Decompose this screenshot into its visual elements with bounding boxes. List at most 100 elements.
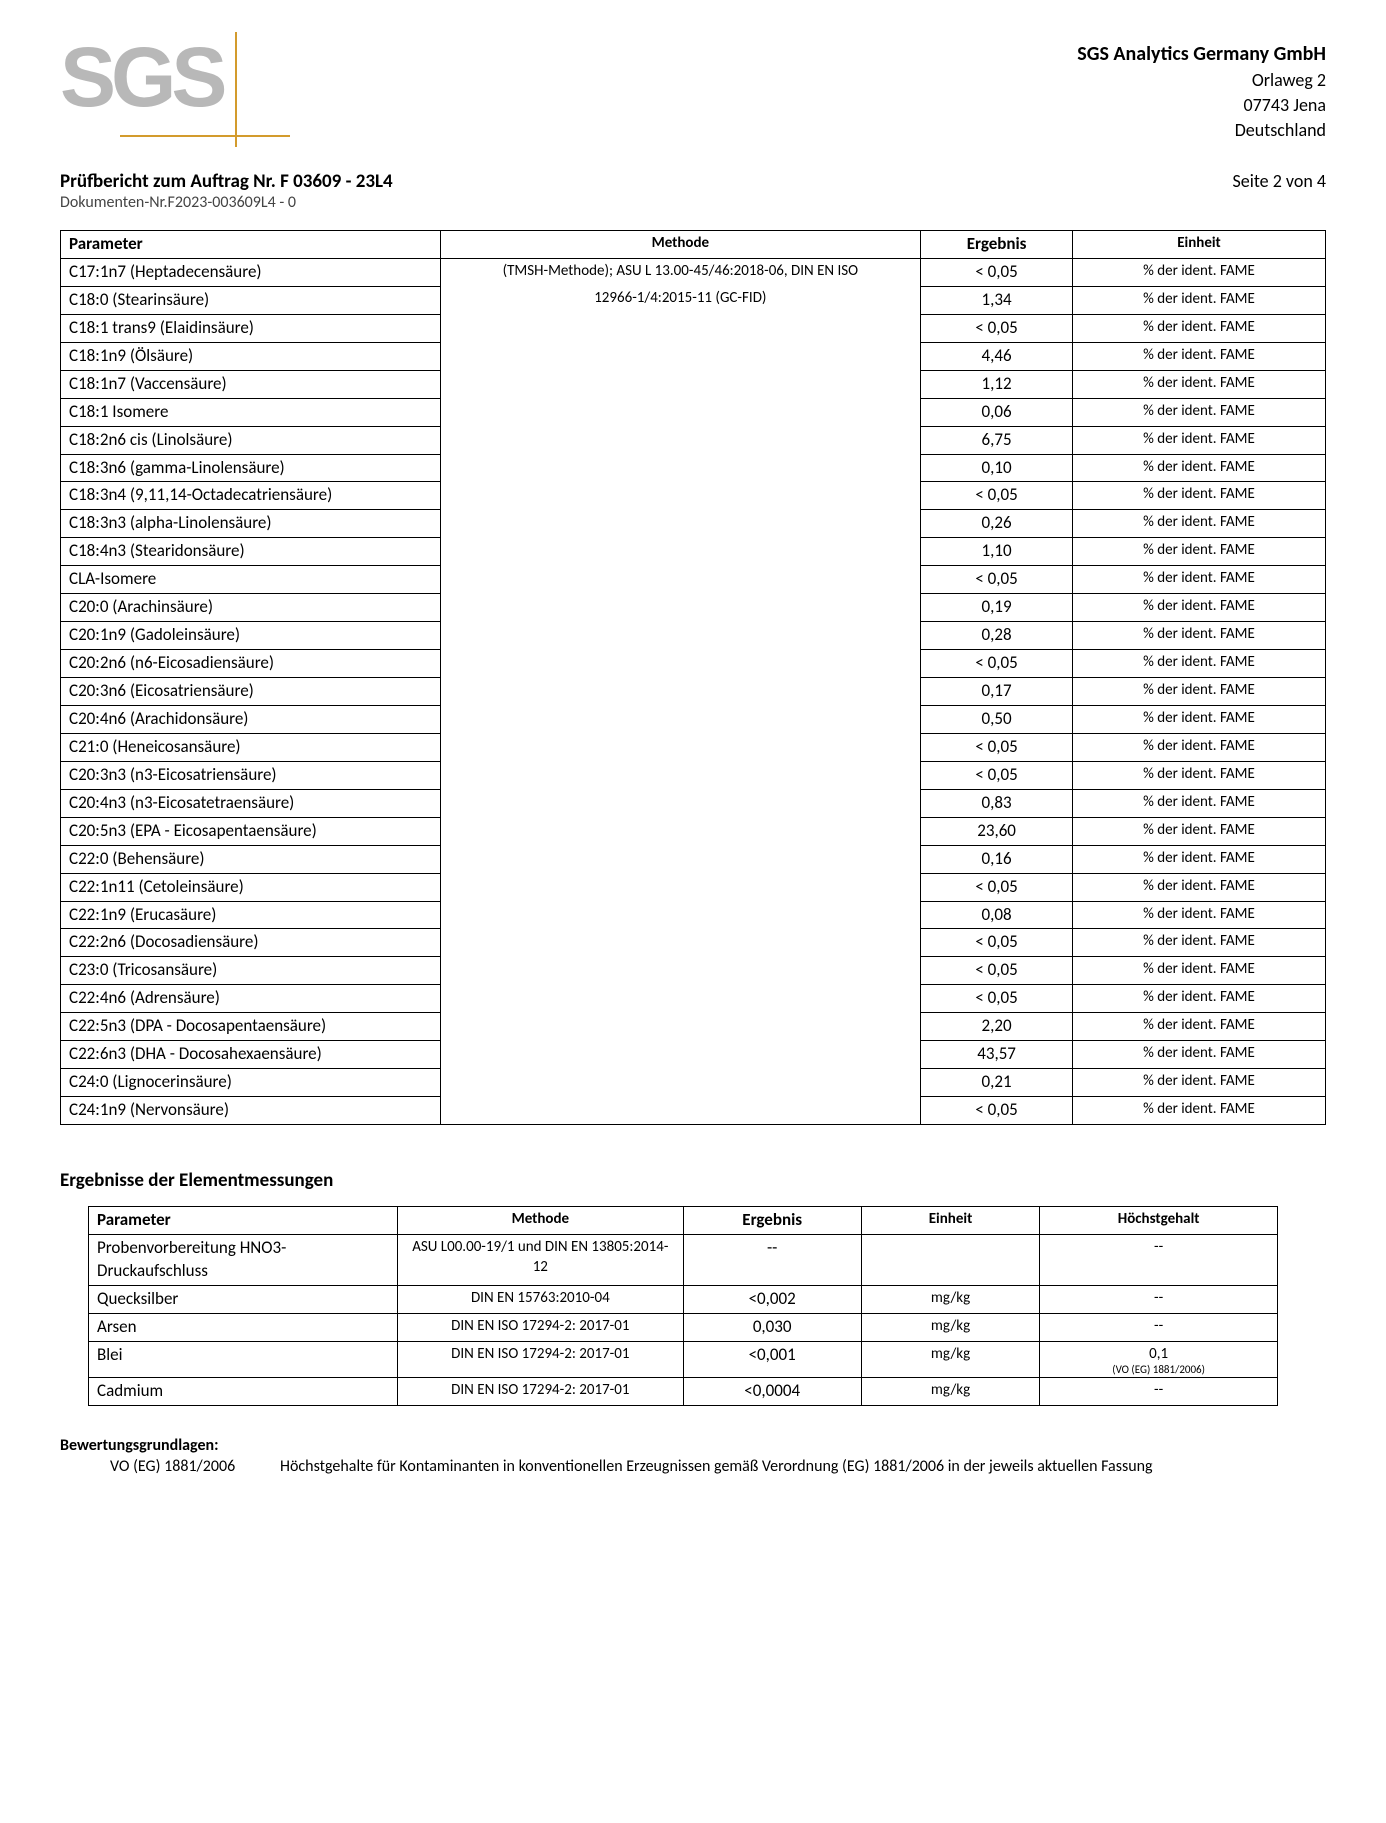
table-row: C24:1n9 (Nervonsäure) < 0,05% der ident.… (61, 1097, 1326, 1125)
table-row: C18:3n3 (alpha-Linolensäure) 0,26% der i… (61, 510, 1326, 538)
col-ergebnis: Ergebnis (921, 231, 1073, 259)
cell-methode (440, 314, 921, 342)
cell-hoechstgehalt: -- (1040, 1313, 1278, 1341)
cell-ergebnis: 0,10 (921, 454, 1073, 482)
cell-einheit: % der ident. FAME (1072, 426, 1325, 454)
table-row: C18:0 (Stearinsäure)12966-1/4:2015-11 (G… (61, 286, 1326, 314)
table-row: C22:1n11 (Cetoleinsäure) < 0,05% der ide… (61, 873, 1326, 901)
cell-parameter: CLA-Isomere (61, 566, 441, 594)
logo-text: SGS (60, 40, 280, 116)
cell-parameter: C22:4n6 (Adrensäure) (61, 985, 441, 1013)
cell-methode (440, 650, 921, 678)
cell-methode: 12966-1/4:2015-11 (GC-FID) (440, 286, 921, 314)
cell-methode: DIN EN ISO 17294-2: 2017-01 (398, 1341, 683, 1377)
cell-hoechstgehalt: -- (1040, 1285, 1278, 1313)
cell-einheit: % der ident. FAME (1072, 650, 1325, 678)
cell-einheit: % der ident. FAME (1072, 845, 1325, 873)
subheader: Prüfbericht zum Auftrag Nr. F 03609 - 23… (60, 170, 1326, 212)
cell-ergebnis: 4,46 (921, 342, 1073, 370)
cell-ergebnis: <0,0004 (683, 1377, 861, 1405)
cell-einheit: % der ident. FAME (1072, 482, 1325, 510)
table-row: C18:3n6 (gamma-Linolensäure) 0,10% der i… (61, 454, 1326, 482)
col-ergebnis: Ergebnis (683, 1207, 861, 1235)
cell-hoechstgehalt: -- (1040, 1377, 1278, 1405)
cell-parameter: C18:3n6 (gamma-Linolensäure) (61, 454, 441, 482)
cell-methode: DIN EN ISO 17294-2: 2017-01 (398, 1377, 683, 1405)
table-row: C20:1n9 (Gadoleinsäure) 0,28% der ident.… (61, 622, 1326, 650)
cell-methode (440, 957, 921, 985)
cell-parameter: C20:1n9 (Gadoleinsäure) (61, 622, 441, 650)
footer: Bewertungsgrundlagen: VO (EG) 1881/2006 … (60, 1436, 1326, 1476)
cell-parameter: C20:0 (Arachinsäure) (61, 594, 441, 622)
cell-methode (440, 594, 921, 622)
table-row: C18:3n4 (9,11,14-Octadecatriensäure) < 0… (61, 482, 1326, 510)
cell-methode (440, 901, 921, 929)
cell-methode (440, 761, 921, 789)
cell-einheit: % der ident. FAME (1072, 622, 1325, 650)
page-number: Seite 2 von 4 (1232, 170, 1326, 192)
table-row: C21:0 (Heneicosansäure) < 0,05% der iden… (61, 733, 1326, 761)
table-row: C22:0 (Behensäure) 0,16% der ident. FAME (61, 845, 1326, 873)
parameters-table: Parameter Methode Ergebnis Einheit C17:1… (60, 230, 1326, 1125)
table-row: C22:6n3 (DHA - Docosahexaensäure) 43,57%… (61, 1041, 1326, 1069)
cell-parameter: C18:0 (Stearinsäure) (61, 286, 441, 314)
cell-ergebnis: -- (683, 1234, 861, 1285)
cell-einheit: % der ident. FAME (1072, 566, 1325, 594)
cell-einheit: % der ident. FAME (1072, 901, 1325, 929)
footer-description: Höchstgehalte für Kontaminanten in konve… (280, 1457, 1326, 1476)
cell-einheit: % der ident. FAME (1072, 314, 1325, 342)
table-row: C20:0 (Arachinsäure) 0,19% der ident. FA… (61, 594, 1326, 622)
cell-ergebnis: 0,030 (683, 1313, 861, 1341)
cell-einheit: % der ident. FAME (1072, 985, 1325, 1013)
footer-row: VO (EG) 1881/2006 Höchstgehalte für Kont… (60, 1457, 1326, 1476)
cell-methode (440, 1041, 921, 1069)
cell-einheit: % der ident. FAME (1072, 705, 1325, 733)
table-row: BleiDIN EN ISO 17294-2: 2017-01<0,001mg/… (89, 1341, 1278, 1377)
cell-methode (440, 817, 921, 845)
cell-methode (440, 985, 921, 1013)
table-row: C18:4n3 (Stearidonsäure) 1,10% der ident… (61, 538, 1326, 566)
table-row: C18:1n9 (Ölsäure) 4,46% der ident. FAME (61, 342, 1326, 370)
elements-table: Parameter Methode Ergebnis Einheit Höchs… (88, 1206, 1278, 1406)
cell-methode (440, 426, 921, 454)
cell-einheit: mg/kg (861, 1341, 1039, 1377)
cell-parameter: C18:1n9 (Ölsäure) (61, 342, 441, 370)
table-row: CadmiumDIN EN ISO 17294-2: 2017-01<0,000… (89, 1377, 1278, 1405)
col-hoechstgehalt: Höchstgehalt (1040, 1207, 1278, 1235)
table-row: CLA-Isomere < 0,05% der ident. FAME (61, 566, 1326, 594)
company-info: SGS Analytics Germany GmbH Orlaweg 2 077… (1077, 40, 1326, 144)
cell-ergebnis: 0,83 (921, 789, 1073, 817)
cell-einheit: % der ident. FAME (1072, 594, 1325, 622)
page-header: SGS SGS Analytics Germany GmbH Orlaweg 2… (60, 40, 1326, 150)
table-row: C18:1 Isomere 0,06% der ident. FAME (61, 398, 1326, 426)
cell-parameter: C18:3n4 (9,11,14-Octadecatriensäure) (61, 482, 441, 510)
cell-einheit: % der ident. FAME (1072, 538, 1325, 566)
cell-methode (440, 705, 921, 733)
cell-parameter: Blei (89, 1341, 398, 1377)
cell-parameter: C20:2n6 (n6-Eicosadiensäure) (61, 650, 441, 678)
cell-ergebnis: 0,19 (921, 594, 1073, 622)
cell-parameter: C22:5n3 (DPA - Docosapentaensäure) (61, 1013, 441, 1041)
cell-einheit: % der ident. FAME (1072, 258, 1325, 286)
cell-ergebnis: < 0,05 (921, 258, 1073, 286)
cell-methode (440, 538, 921, 566)
col-methode: Methode (398, 1207, 683, 1235)
cell-ergebnis: 1,34 (921, 286, 1073, 314)
report-meta: Prüfbericht zum Auftrag Nr. F 03609 - 23… (60, 170, 393, 212)
cell-methode (440, 1097, 921, 1125)
cell-methode: (TMSH-Methode); ASU L 13.00-45/46:2018-0… (440, 258, 921, 286)
cell-parameter: C18:3n3 (alpha-Linolensäure) (61, 510, 441, 538)
cell-parameter: C20:3n3 (n3-Eicosatriensäure) (61, 761, 441, 789)
logo-vertical-line (235, 32, 237, 147)
cell-methode (440, 845, 921, 873)
cell-parameter: C22:0 (Behensäure) (61, 845, 441, 873)
cell-parameter: C17:1n7 (Heptadecensäure) (61, 258, 441, 286)
col-parameter: Parameter (89, 1207, 398, 1235)
cell-einheit: % der ident. FAME (1072, 370, 1325, 398)
cell-methode (440, 482, 921, 510)
cell-methode (440, 566, 921, 594)
cell-einheit: % der ident. FAME (1072, 454, 1325, 482)
logo-horizontal-line (120, 135, 290, 137)
cell-einheit: % der ident. FAME (1072, 678, 1325, 706)
cell-hoechstgehalt: 0,1(VO (EG) 1881/2006) (1040, 1341, 1278, 1377)
